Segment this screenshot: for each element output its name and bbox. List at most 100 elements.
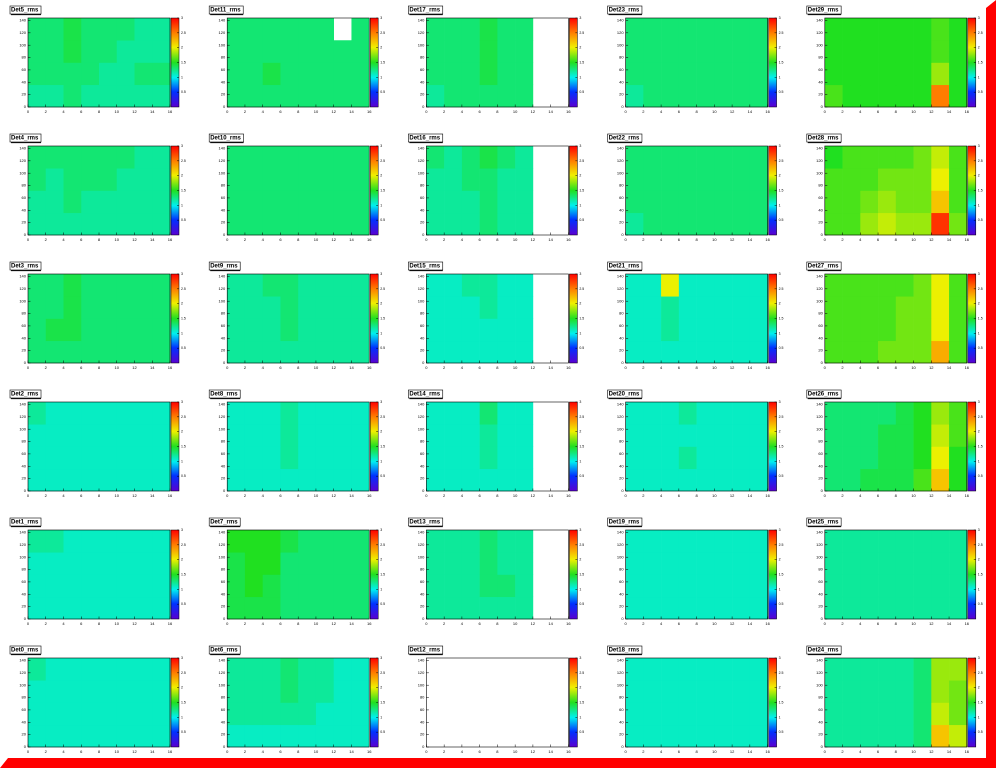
x-tick-label: 12 <box>531 365 536 370</box>
heat-cell <box>696 18 715 41</box>
z-tick-label: 1 <box>181 715 183 719</box>
heat-cell <box>81 274 100 297</box>
y-tick-label: 80 <box>619 695 624 700</box>
heat-cell <box>315 84 334 108</box>
heat-cell <box>99 702 118 726</box>
heat-cell <box>134 340 153 364</box>
x-tick-label: 0 <box>824 621 827 626</box>
y-tick-label: 100 <box>19 426 26 431</box>
heat-cell <box>824 318 843 342</box>
heat-cell <box>116 318 135 342</box>
x-tick-label: 8 <box>98 109 101 114</box>
heat-cell <box>714 296 733 319</box>
heat-cell <box>333 274 352 297</box>
x-tick-label: 16 <box>965 493 970 498</box>
heat-cell <box>99 40 118 63</box>
y-tick-label: 100 <box>219 42 226 47</box>
heat-cell <box>81 680 100 703</box>
y-tick-label: 140 <box>19 146 26 151</box>
heat-cell <box>749 702 768 726</box>
heat-cell <box>461 168 480 191</box>
heat-cell <box>625 402 644 425</box>
heat-cell <box>152 702 171 726</box>
heat-cell <box>625 168 644 191</box>
heat-cell <box>81 552 100 575</box>
heat-cell <box>227 446 246 470</box>
heat-cell <box>116 274 135 297</box>
y-tick-label: 40 <box>221 335 226 340</box>
heat-cell <box>333 596 352 620</box>
x-tick-label: 4 <box>660 237 663 242</box>
y-tick-label: 100 <box>19 554 26 559</box>
heat-cell <box>643 702 662 726</box>
heat-cell <box>515 402 534 425</box>
heat-cell <box>949 168 968 191</box>
heat-cell <box>714 168 733 191</box>
heat-cell <box>333 574 352 598</box>
x-tick-label: 2 <box>642 493 645 498</box>
heat-cell <box>63 402 82 425</box>
heat-cell <box>860 530 879 553</box>
heat-cell <box>99 318 118 342</box>
heat-cell <box>931 446 950 470</box>
heat-cell <box>45 530 64 553</box>
y-tick-label: 140 <box>219 18 226 23</box>
y-tick-label: 0 <box>621 360 624 365</box>
heat-cell <box>678 40 697 63</box>
z-tick-label: 3 <box>579 656 581 660</box>
heat-cell <box>298 40 317 63</box>
heat-cell <box>99 574 118 598</box>
heat-cell <box>116 702 135 726</box>
z-tick-label: 3 <box>978 528 980 532</box>
heat-cell <box>895 596 914 620</box>
heat-cell <box>661 680 680 703</box>
x-tick-label: 8 <box>895 749 898 754</box>
heat-cell <box>28 468 47 492</box>
heat-cell <box>878 446 897 470</box>
heat-cell <box>351 424 370 447</box>
heat-cell <box>351 168 370 191</box>
y-tick-label: 0 <box>621 488 624 493</box>
z-tick-label: 2.5 <box>978 159 983 163</box>
x-tick-label: 8 <box>895 621 898 626</box>
heat-cell <box>732 84 751 108</box>
y-tick-label: 120 <box>816 30 823 35</box>
y-tick-label: 100 <box>816 170 823 175</box>
heat-cell <box>81 402 100 425</box>
z-tick-label: 1 <box>779 75 781 79</box>
y-tick-label: 100 <box>219 554 226 559</box>
x-tick-label: 10 <box>712 365 717 370</box>
y-tick-label: 120 <box>617 30 624 35</box>
heat-cell <box>479 468 498 492</box>
y-tick-label: 20 <box>221 92 226 97</box>
z-tick-label: 1 <box>579 331 581 335</box>
heat-cell <box>152 40 171 63</box>
heat-cell <box>732 212 751 236</box>
z-tick-label: 2 <box>380 686 382 690</box>
x-tick-label: 6 <box>80 749 83 754</box>
x-tick-label: 0 <box>624 493 627 498</box>
title-box <box>408 389 444 399</box>
heat-cell <box>461 424 480 447</box>
heat-cell <box>625 446 644 470</box>
heat-cell <box>949 402 968 425</box>
heat-cell <box>949 724 968 748</box>
title-box <box>607 5 643 15</box>
x-tick-label: 14 <box>548 749 553 754</box>
x-tick-label: 16 <box>367 493 372 498</box>
heat-cell <box>298 274 317 297</box>
heat-cell <box>28 146 47 169</box>
x-tick-label: 0 <box>27 365 30 370</box>
x-tick-label: 12 <box>331 109 336 114</box>
y-tick-label: 40 <box>221 79 226 84</box>
heat-cell <box>227 274 246 297</box>
heat-cell <box>333 146 352 169</box>
heat-cell <box>315 40 334 63</box>
x-tick-label: 14 <box>349 365 354 370</box>
heat-cell <box>895 658 914 681</box>
heat-cell <box>714 340 733 364</box>
heat-cell <box>351 190 370 214</box>
z-tick-label: 3 <box>380 144 382 148</box>
heat-cell <box>28 402 47 425</box>
panel-title: Det28_rms <box>808 136 839 142</box>
